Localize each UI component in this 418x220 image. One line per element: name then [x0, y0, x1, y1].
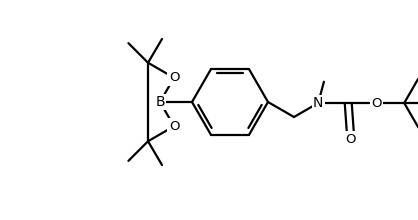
Text: N: N [313, 96, 324, 110]
Text: O: O [371, 97, 382, 110]
Text: O: O [169, 71, 179, 84]
Text: B: B [155, 95, 165, 109]
Text: O: O [345, 132, 355, 145]
Text: O: O [169, 120, 179, 133]
